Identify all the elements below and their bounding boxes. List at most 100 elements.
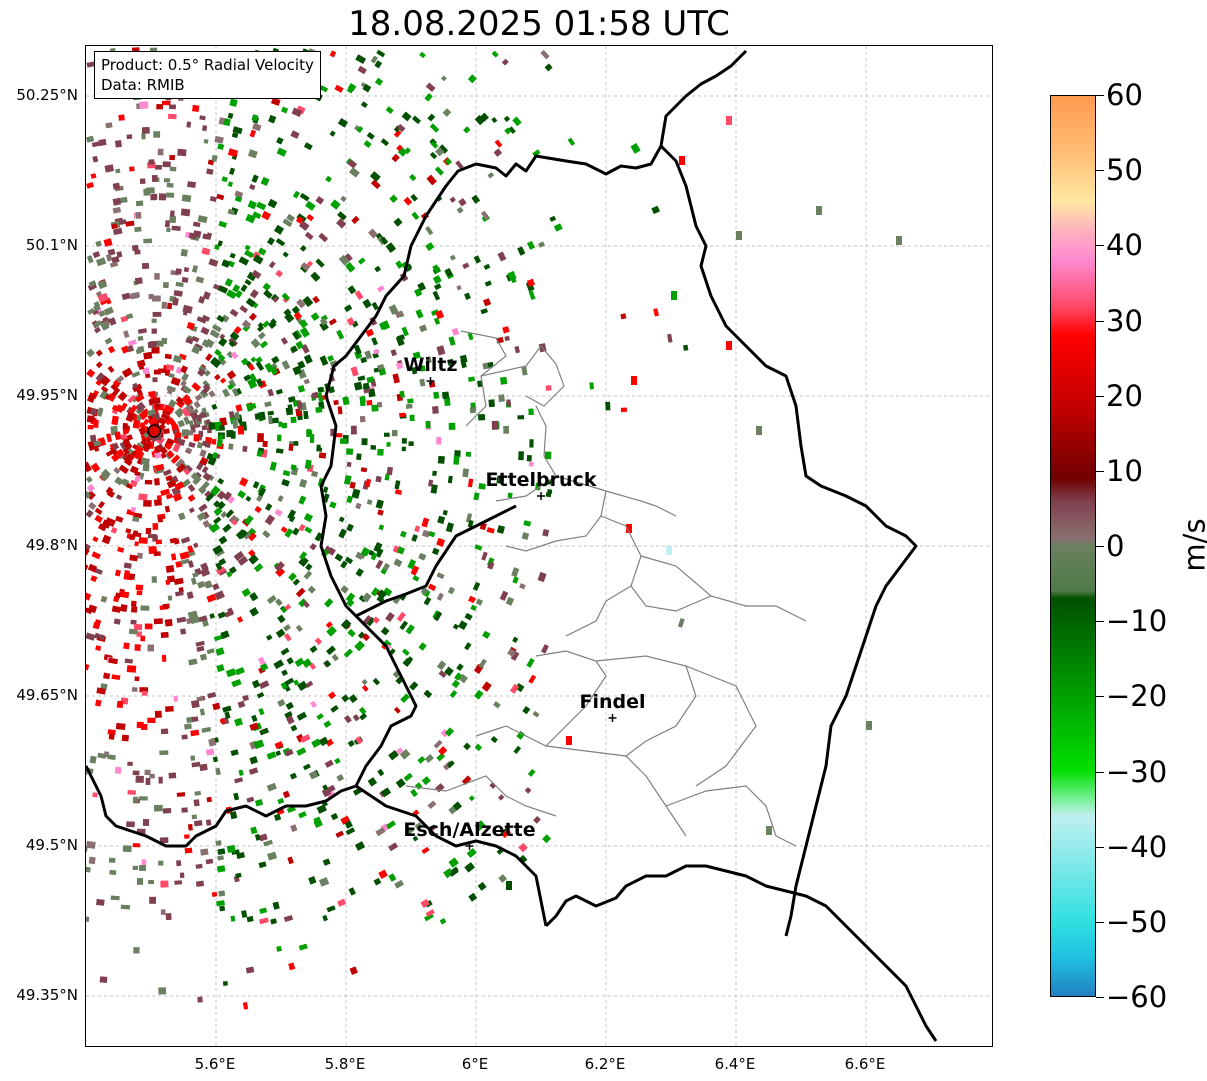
echo-bin: [377, 448, 384, 456]
district-line: [505, 490, 607, 552]
echo-bin: [175, 458, 185, 469]
echo-bin: [242, 531, 252, 540]
echo-bin: [157, 516, 163, 523]
echo-bin: [474, 820, 486, 831]
echo-bin: [458, 197, 467, 207]
echo-bin: [442, 509, 448, 516]
echo-bin: [407, 398, 414, 404]
echo-bin: [252, 254, 264, 265]
echo-bin: [86, 255, 94, 264]
echo-bin: [229, 331, 240, 341]
echo-bin: [281, 422, 287, 429]
colorbar-tick-label: 40: [1106, 228, 1143, 263]
echo-bin: [466, 848, 477, 858]
echo-bin: [360, 101, 368, 109]
echo-bin: [269, 366, 279, 376]
echo-bin: [482, 630, 491, 639]
echo-bin: [384, 473, 390, 481]
radar-map[interactable]: Wiltz Ettelbruck Findel Esch/Alzette: [85, 45, 993, 1047]
echo-bin: [364, 350, 373, 360]
echo-bin: [193, 434, 200, 442]
echo-bin: [90, 173, 97, 179]
echo-bin: [282, 469, 291, 477]
echo-bin: [228, 379, 237, 388]
echo-bin: [342, 253, 353, 263]
echo-bin: [348, 887, 356, 896]
echo-bin: [135, 401, 146, 413]
echo-bin: [162, 468, 172, 477]
echo-bin: [280, 606, 287, 613]
echo-bin: [349, 481, 356, 489]
echo-bin: [125, 528, 132, 534]
echo-bin: [242, 694, 250, 702]
echo-bin: [155, 463, 165, 472]
echo-bin: [287, 509, 296, 520]
echo-bin: [97, 523, 107, 532]
echo-bin: [375, 475, 382, 483]
echo-bin: [169, 155, 175, 161]
echo-bin: [209, 522, 220, 533]
echo-bin: [90, 575, 98, 583]
echo-bin: [132, 516, 140, 522]
echo-bin: [191, 345, 201, 355]
echo-bin: [392, 373, 400, 384]
echo-bin: [223, 118, 231, 127]
echo-bin: [433, 739, 443, 749]
echo-bin: [370, 445, 377, 450]
echo-bin: [86, 415, 95, 423]
echo-bin: [329, 501, 337, 509]
echo-bin: [224, 711, 231, 719]
echo-bin: [254, 833, 261, 841]
echo-bin: [542, 834, 552, 844]
echo-bin: [293, 679, 300, 686]
echo-bin: [370, 552, 378, 561]
echo-bin: [371, 337, 378, 346]
echo-bin: [218, 434, 224, 440]
echo-bin: [190, 755, 196, 761]
echo-bin: [212, 583, 220, 591]
echo-bin: [344, 820, 353, 829]
colorbar-tick-label: −20: [1106, 679, 1168, 714]
echo-bin: [347, 285, 357, 295]
echo-bin: [174, 432, 182, 438]
echo-bin: [304, 459, 312, 470]
echo-bin: [299, 192, 310, 202]
echo-bin: [138, 864, 147, 872]
echo-bin: [166, 227, 171, 233]
echo-bin: [114, 766, 122, 774]
echo-bin: [467, 478, 474, 488]
echo-bin: [432, 275, 442, 285]
lat-tick-label: 49.95°N: [16, 386, 78, 404]
echo-bin: [229, 98, 238, 107]
echo-bin: [247, 532, 257, 542]
echo-bin: [315, 406, 323, 413]
echo-bin: [504, 335, 510, 342]
echo-bin: [380, 138, 389, 147]
map-canvas: Wiltz Ettelbruck Findel Esch/Alzette: [86, 46, 992, 1046]
echo-bin: [370, 179, 381, 190]
echo-bin: [234, 717, 244, 727]
echo-bin: [86, 509, 94, 518]
echo-bin: [181, 194, 192, 203]
echo-bin: [162, 100, 171, 106]
echo-bin: [516, 731, 525, 740]
echo-bin: [347, 739, 355, 748]
echo-bin: [135, 584, 144, 591]
echo-bin: [380, 568, 387, 575]
echo-bin: [380, 787, 391, 798]
echo-bin: [478, 658, 487, 669]
echo-bin: [401, 111, 412, 122]
echo-bin: [238, 529, 248, 539]
echo-bin: [353, 344, 362, 355]
echo-bin: [112, 379, 120, 387]
echo-bin: [151, 576, 157, 583]
colorbar-tick: [1096, 245, 1104, 247]
echo-bin: [89, 407, 98, 416]
echo-bin: [355, 54, 367, 64]
echo-bin: [448, 422, 456, 430]
echo-bin: [214, 135, 224, 144]
district-line: [555, 475, 677, 517]
radar-site-marker[interactable]: [147, 424, 161, 438]
echo-bin: [417, 756, 426, 764]
echo-bin: [217, 143, 225, 150]
